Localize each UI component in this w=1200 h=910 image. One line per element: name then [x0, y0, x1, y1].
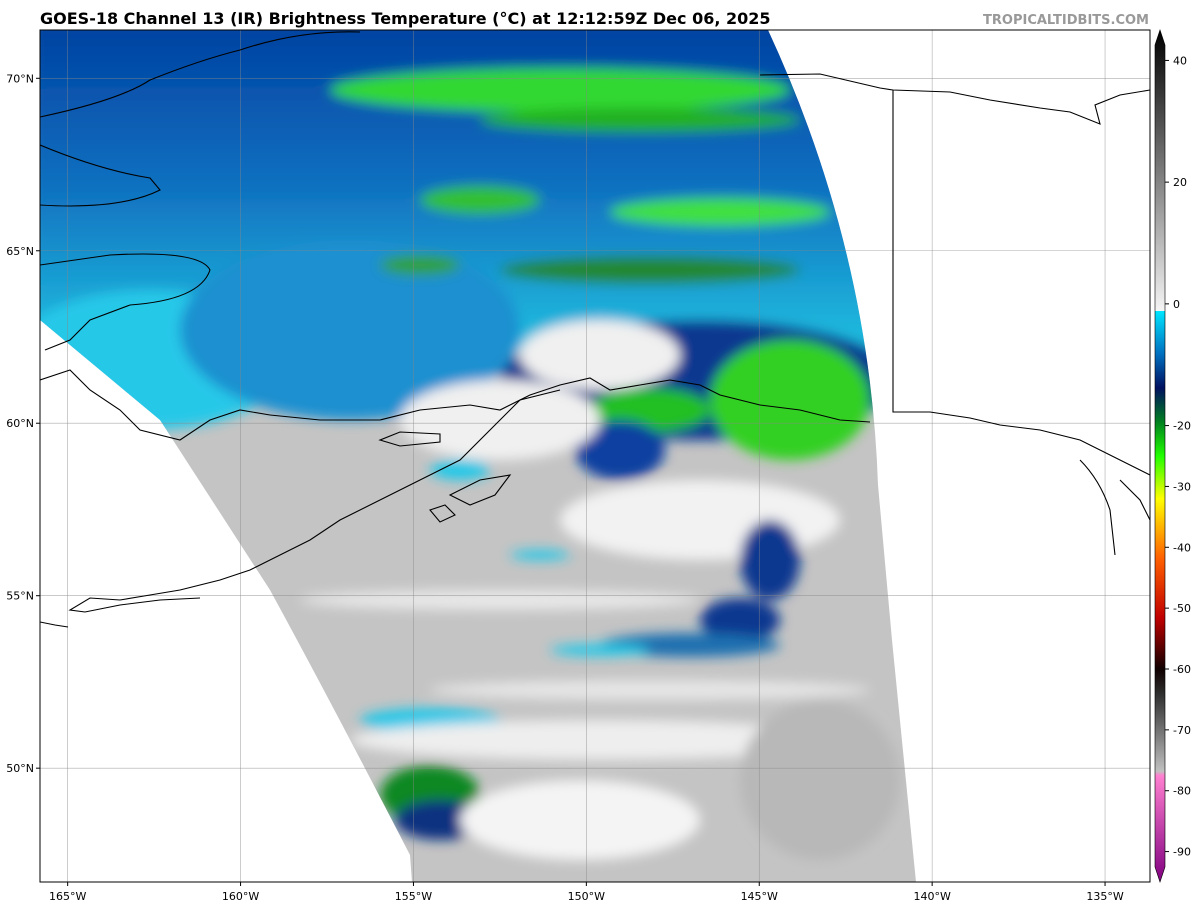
title: GOES-18 Channel 13 (IR) Brightness Tempe… — [40, 9, 771, 28]
lon-tick-label: 165°W — [49, 890, 86, 903]
watermark: TROPICALTIDBITS.COM — [983, 13, 1149, 28]
colorbar-tick-label: -40 — [1173, 541, 1191, 554]
colorbar-tick-label: -80 — [1173, 785, 1191, 798]
coastlines — [40, 31, 1150, 628]
graticule — [40, 30, 1150, 882]
lon-tick-label: 145°W — [741, 890, 778, 903]
lat-tick-label: 70°N — [6, 72, 34, 85]
map-frame — [39, 29, 1151, 883]
colorbar-tick-label: -60 — [1173, 663, 1191, 676]
colorbar — [1154, 29, 1166, 883]
colorbar-ticks: 40 20 0 -20 -30 -40 -50 -60 -70 -80 -90 — [1165, 54, 1191, 859]
lat-tick-label: 65°N — [6, 245, 34, 258]
lon-tick-label: 155°W — [395, 890, 432, 903]
colorbar-tick-label: -70 — [1173, 724, 1191, 737]
lon-tick-label: 150°W — [568, 890, 605, 903]
lat-tick-label: 60°N — [6, 417, 34, 430]
colorbar-tick-label: 20 — [1173, 176, 1187, 189]
lat-tick-label: 55°N — [6, 590, 34, 603]
colorbar-tick-label: 40 — [1173, 54, 1187, 67]
colorbar-tick-label: -30 — [1173, 480, 1191, 493]
lon-tick-label: 160°W — [222, 890, 259, 903]
colorbar-tick-label: 0 — [1173, 298, 1180, 311]
colorbar-tick-label: -20 — [1173, 420, 1191, 433]
lon-tick-label: 140°W — [913, 890, 950, 903]
lat-tick-label: 50°N — [6, 762, 34, 775]
colorbar-tick-label: -50 — [1173, 602, 1191, 615]
colorbar-tick-label: -90 — [1173, 846, 1191, 859]
lon-tick-label: 135°W — [1086, 890, 1123, 903]
axis-labels: 165°W 160°W 155°W 150°W 145°W 140°W 135°W 70°N 6… — [6, 72, 1124, 903]
